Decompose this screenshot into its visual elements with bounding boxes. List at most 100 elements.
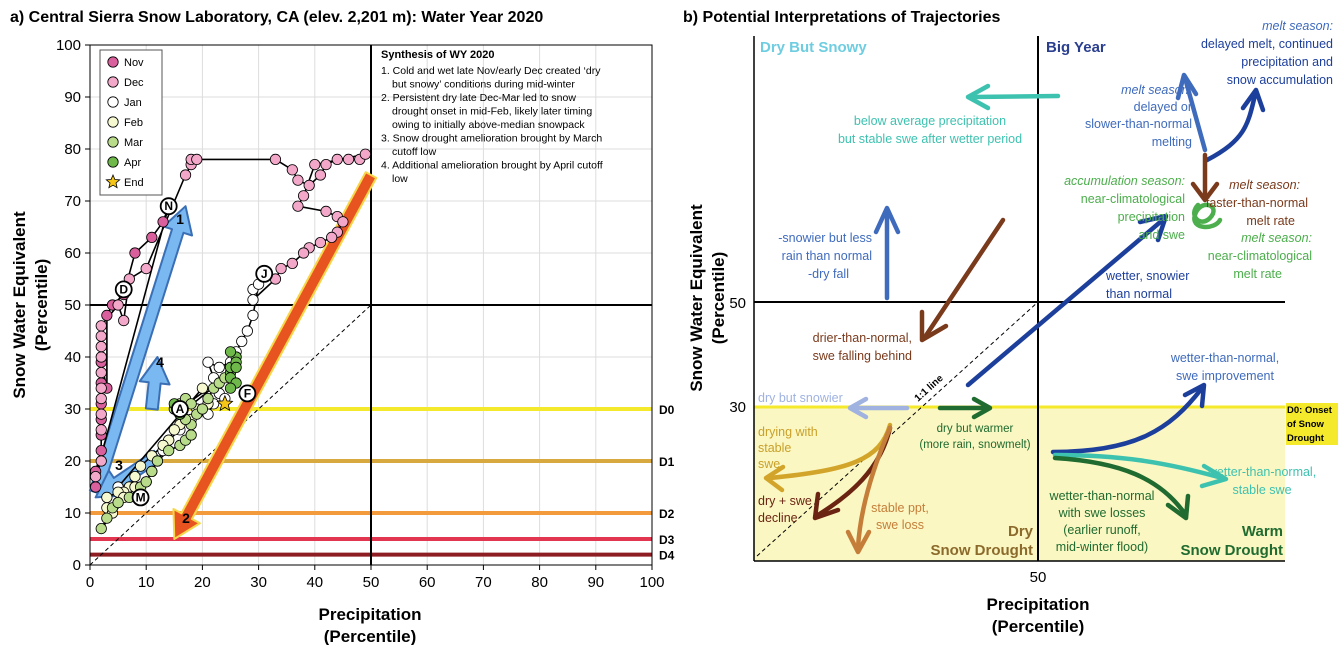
synthesis-line-2: 2. Persistent dry late Dec-Mar led to sn… xyxy=(381,92,576,104)
point-mar-0 xyxy=(95,522,107,535)
quadrant-big-year: Big Year xyxy=(1046,39,1106,56)
point-apr-6 xyxy=(224,346,237,358)
point-mar-9 xyxy=(163,444,175,457)
legend-label-mar: Mar xyxy=(124,137,143,149)
point-dec-28 xyxy=(359,148,371,160)
b-y-tick-30: 30 xyxy=(729,399,746,416)
point-dec-3 xyxy=(95,408,107,420)
snow-drought-region xyxy=(754,407,1285,561)
trajectory-arrows xyxy=(763,72,1266,555)
ann-wetter-losses-4: mid-winter flood) xyxy=(1056,540,1148,554)
point-feb-14 xyxy=(101,491,113,503)
ann-wetter-snowier-1: wetter, snowier xyxy=(1105,269,1189,283)
y-tick-50: 50 xyxy=(64,297,81,314)
arrow-below-average-head xyxy=(965,83,991,111)
data-points xyxy=(90,148,371,535)
point-dec-12 xyxy=(118,314,130,327)
x-tick-60: 60 xyxy=(419,574,436,591)
legend-marker-jan xyxy=(107,96,119,108)
ann-accum-2: precipitation xyxy=(1118,210,1185,224)
ann-wetter-losses-1: wetter-than-normal xyxy=(1049,489,1155,503)
x-tick-30: 30 xyxy=(250,574,267,591)
ann-wetter-stable-1: wetter-than-normal, xyxy=(1207,465,1316,479)
level-label-d2: D2 xyxy=(659,507,675,521)
annotation-arrow-label-1: 1 xyxy=(176,211,184,227)
point-dec-9 xyxy=(95,330,107,342)
synthesis-line-5: 3. Snow drought amelioration brought by … xyxy=(381,133,602,145)
point-mar-7 xyxy=(146,465,158,477)
y-axis-label-unit: (Percentile) xyxy=(32,259,51,352)
legend-label-nov: Nov xyxy=(124,57,144,69)
ann-dry-snowier: dry but snowier xyxy=(758,391,843,405)
quadrant-dry-but-snowy: Dry But Snowy xyxy=(760,39,867,56)
legend-marker-dec xyxy=(107,76,119,88)
ann-stable-ppt-1: stable ppt, xyxy=(871,501,929,515)
x-tick-100: 100 xyxy=(639,574,664,591)
synthesis-text: Synthesis of WY 2020 1. Cold and wet late… xyxy=(381,49,603,185)
point-nov-9 xyxy=(101,309,113,321)
b-x-axis-label-unit: (Percentile) xyxy=(992,617,1085,636)
b-one-to-one-line xyxy=(756,301,1039,557)
d0-label-line2: of Snow xyxy=(1287,419,1325,430)
y-axis-label: Snow Water Equivalent xyxy=(10,211,29,399)
point-nov-14 xyxy=(157,216,169,228)
point-dec-37 xyxy=(314,237,327,249)
ann-accum-title: accumulation season: xyxy=(1064,174,1185,188)
ann-wetter-snowier-2: than normal xyxy=(1106,287,1172,301)
point-dec-18 xyxy=(191,153,203,165)
point-nov-13 xyxy=(146,231,158,243)
y-tick-100: 100 xyxy=(56,37,81,54)
ann-wetter-stable-2: stable swe xyxy=(1232,483,1291,497)
annotation-arrow-4 xyxy=(138,356,171,411)
point-jan-0 xyxy=(247,294,259,306)
point-mar-8 xyxy=(151,455,164,467)
ann-drying-stable-3: swe xyxy=(758,457,780,471)
quadrant-dry-label: Dry xyxy=(1008,523,1034,540)
level-label-d3: D3 xyxy=(659,533,675,547)
month-marker-label-f: F xyxy=(244,386,251,400)
arrow-wetter-losses xyxy=(1052,455,1188,517)
point-mar-3 xyxy=(112,496,124,509)
point-mar-21 xyxy=(196,403,208,415)
b-y-tick-50: 50 xyxy=(729,295,746,312)
ann-drier-2: swe falling behind xyxy=(813,349,912,363)
ann-stable-ppt-2: swe loss xyxy=(876,518,924,532)
ann-below-average-2: but stable swe after wetter period xyxy=(838,132,1022,146)
ann-dry-warmer-1: dry but warmer xyxy=(937,423,1014,435)
point-dec-11 xyxy=(112,299,124,311)
synthesis-title: Synthesis of WY 2020 xyxy=(381,49,495,61)
y-tick-40: 40 xyxy=(64,349,81,366)
point-dec-26 xyxy=(342,153,355,165)
b-x-tick-50: 50 xyxy=(1030,569,1047,586)
legend-label-dec: Dec xyxy=(124,77,144,89)
month-marker-m xyxy=(131,488,150,507)
synthesis-line-4: owing to initially above-median snowpack xyxy=(392,119,585,131)
point-dec-39 xyxy=(297,247,310,259)
annotation-arrow-label-3: 3 xyxy=(115,457,123,473)
synthesis-line-8: low xyxy=(392,173,408,185)
point-dec-1 xyxy=(95,455,107,467)
month-marker-j xyxy=(255,264,274,283)
ann-melt-near-title: melt season: xyxy=(1241,231,1312,245)
ann-snowier-3: -dry fall xyxy=(808,267,849,281)
ann-melt-near-2: melt rate xyxy=(1233,267,1282,281)
point-dec-34 xyxy=(337,216,349,228)
panel-b-diagram: b) Potential Interpretations of Trajecto… xyxy=(683,9,1338,636)
month-marker-label-a: A xyxy=(176,402,185,416)
point-dec-23 xyxy=(314,169,327,181)
level-label-d1: D1 xyxy=(659,455,675,469)
synthesis-line-0: 1. Cold and wet late Nov/early Dec creat… xyxy=(381,65,601,77)
point-dec-6 xyxy=(95,366,107,379)
arrow-delayed-melt xyxy=(1204,92,1258,163)
synthesis-line-3: drought onset in mid-Feb, likely later t… xyxy=(392,106,592,118)
arrow-wetter-snowier-head xyxy=(1137,213,1169,243)
ann-snowier-2: rain than normal xyxy=(782,249,872,263)
ann-melt-delayed-2: precipitation and xyxy=(1241,55,1333,69)
panel-a-title: a) Central Sierra Snow Laboratory, CA (e… xyxy=(10,9,543,26)
arrow-wetter-stable-head xyxy=(1199,463,1229,489)
month-marker-f xyxy=(238,384,257,403)
point-jan-8 xyxy=(213,361,225,373)
ann-dry-decline-2: decline xyxy=(758,511,798,525)
arrow-faster-melt-head xyxy=(1190,181,1220,203)
ann-wetter-losses-2: with swe losses xyxy=(1058,506,1146,520)
